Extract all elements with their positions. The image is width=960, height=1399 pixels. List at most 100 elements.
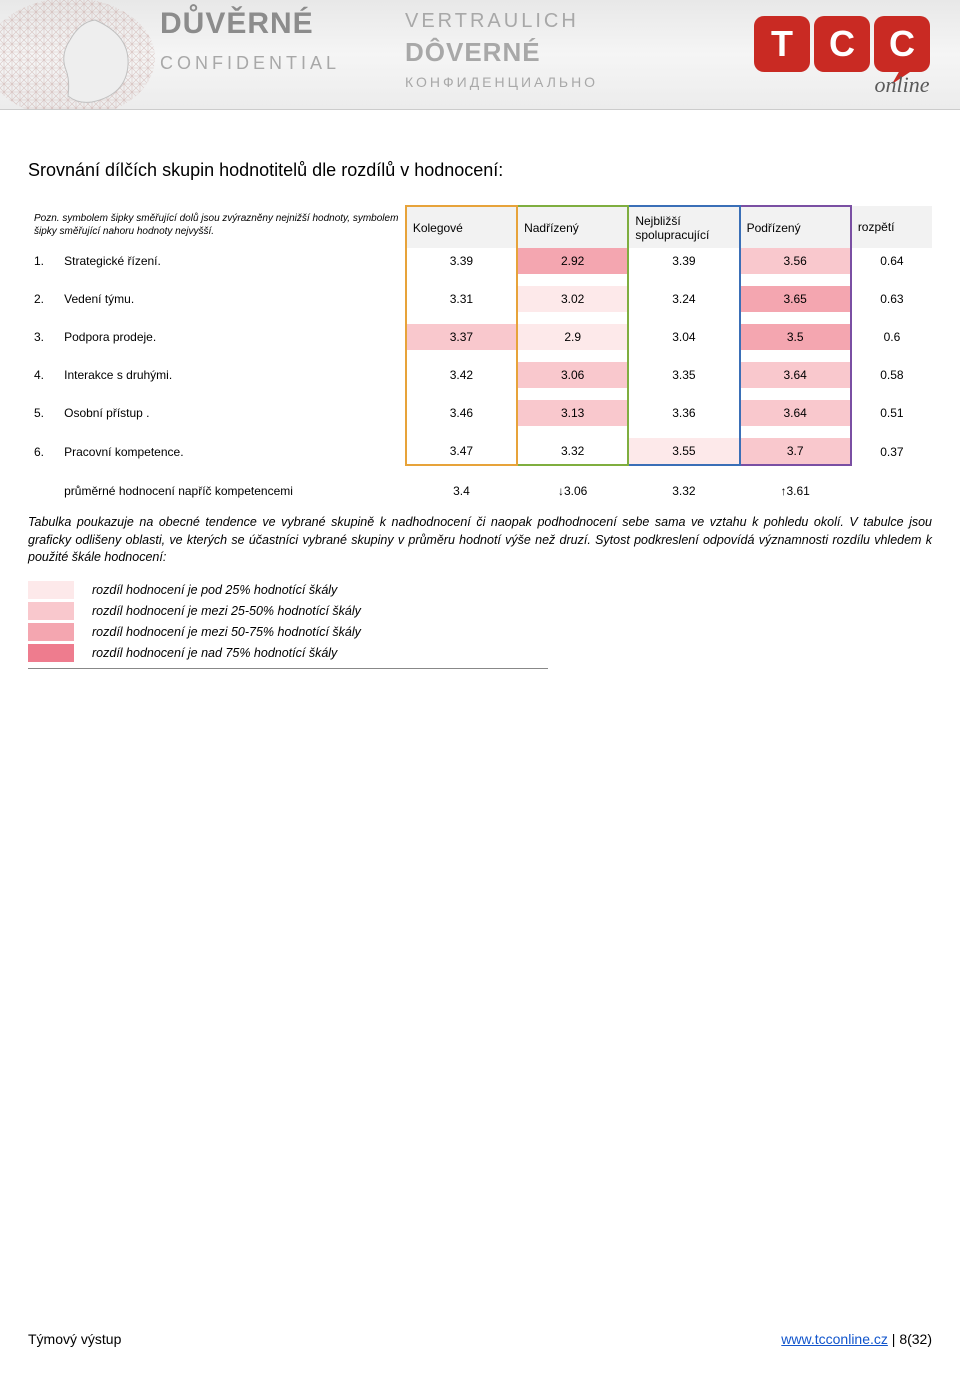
cell-value: 3.56 bbox=[740, 248, 851, 274]
svg-text:T: T bbox=[771, 23, 793, 64]
table-row: 1.Strategické řízení.3.392.923.393.560.6… bbox=[28, 248, 932, 274]
footer-page: 8(32) bbox=[899, 1331, 932, 1347]
table-avg-row: průměrné hodnocení napříč kompetencemi 3… bbox=[28, 478, 932, 504]
footer-sep: | bbox=[888, 1331, 899, 1347]
row-label: Vedení týmu. bbox=[58, 286, 406, 312]
col-header-rozpeti: rozpětí bbox=[851, 206, 932, 248]
row-spacer bbox=[28, 312, 932, 324]
cell-value: 3.55 bbox=[628, 438, 739, 465]
legend-row: rozdíl hodnocení je pod 25% hodnotící šk… bbox=[28, 581, 932, 599]
cell-value: 3.39 bbox=[406, 248, 517, 274]
footer-link[interactable]: www.tcconline.cz bbox=[781, 1331, 888, 1347]
table-row: 2.Vedení týmu.3.313.023.243.650.63 bbox=[28, 286, 932, 312]
cell-value: 3.46 bbox=[406, 400, 517, 426]
banner-watermark-right: VERTRAULICH DÔVERNÉ КОНФИДЕНЦИАЛЬНО bbox=[405, 10, 598, 90]
col-header-nejblizsi: Nejbližší spolupracující bbox=[628, 206, 739, 248]
cell-value: 3.06 bbox=[517, 362, 628, 388]
avg-v1: 3.4 bbox=[406, 478, 517, 504]
legend-swatch bbox=[28, 644, 74, 662]
cell-value: 0.58 bbox=[851, 362, 932, 388]
table-header-row: Pozn. symbolem šipky směřující dolů jsou… bbox=[28, 206, 932, 248]
footer-left: Týmový výstup bbox=[28, 1331, 121, 1347]
cell-value: 3.5 bbox=[740, 324, 851, 350]
table-description: Tabulka poukazuje na obecné tendence ve … bbox=[28, 514, 932, 567]
row-number: 5. bbox=[28, 400, 58, 426]
cell-value: 2.92 bbox=[517, 248, 628, 274]
row-spacer bbox=[28, 426, 932, 438]
cell-value: 3.42 bbox=[406, 362, 517, 388]
banner-word-doverne: DÔVERNÉ bbox=[405, 37, 598, 68]
cell-value: 0.37 bbox=[851, 438, 932, 465]
cell-value: 3.02 bbox=[517, 286, 628, 312]
cell-value: 3.36 bbox=[628, 400, 739, 426]
svg-text:C: C bbox=[829, 23, 855, 64]
cell-value: 3.64 bbox=[740, 400, 851, 426]
cell-value: 0.63 bbox=[851, 286, 932, 312]
cell-value: 3.37 bbox=[406, 324, 517, 350]
cell-value: 3.35 bbox=[628, 362, 739, 388]
banner-word-vertraulich: VERTRAULICH bbox=[405, 10, 598, 33]
legend-text: rozdíl hodnocení je pod 25% hodnotící šk… bbox=[92, 583, 337, 597]
banner-word-duverne: DŮVĚRNÉ bbox=[160, 8, 340, 40]
table-note: Pozn. symbolem šipky směřující dolů jsou… bbox=[34, 212, 399, 238]
table-row: 5.Osobní přístup .3.463.133.363.640.51 bbox=[28, 400, 932, 426]
row-number: 4. bbox=[28, 362, 58, 388]
avg-v3: 3.32 bbox=[628, 478, 739, 504]
row-number: 2. bbox=[28, 286, 58, 312]
shade-legend: rozdíl hodnocení je pod 25% hodnotící šk… bbox=[28, 581, 932, 662]
legend-divider bbox=[28, 668, 548, 669]
row-spacer bbox=[28, 388, 932, 400]
legend-text: rozdíl hodnocení je mezi 25-50% hodnotíc… bbox=[92, 604, 361, 618]
page-footer: Týmový výstup www.tcconline.cz | 8(32) bbox=[0, 1320, 960, 1371]
cell-value: 3.64 bbox=[740, 362, 851, 388]
cell-value: 3.31 bbox=[406, 286, 517, 312]
row-label: Pracovní kompetence. bbox=[58, 438, 406, 465]
legend-swatch bbox=[28, 623, 74, 641]
legend-swatch bbox=[28, 581, 74, 599]
banner-head-graphic bbox=[0, 0, 160, 109]
legend-text: rozdíl hodnocení je nad 75% hodnotící šk… bbox=[92, 646, 337, 660]
legend-swatch bbox=[28, 602, 74, 620]
cell-value: 3.7 bbox=[740, 438, 851, 465]
page-title: Srovnání dílčích skupin hodnotitelů dle … bbox=[28, 160, 932, 181]
legend-text: rozdíl hodnocení je mezi 50-75% hodnotíc… bbox=[92, 625, 361, 639]
banner-word-confidential: CONFIDENTIAL bbox=[160, 54, 340, 73]
col-header-nadrizeny: Nadřízený bbox=[517, 206, 628, 248]
cell-value: 0.64 bbox=[851, 248, 932, 274]
row-label: Podpora prodeje. bbox=[58, 324, 406, 350]
svg-text:online: online bbox=[875, 72, 930, 97]
legend-row: rozdíl hodnocení je mezi 25-50% hodnotíc… bbox=[28, 602, 932, 620]
row-label: Strategické řízení. bbox=[58, 248, 406, 274]
legend-row: rozdíl hodnocení je nad 75% hodnotící šk… bbox=[28, 644, 932, 662]
avg-v2: ↓3.06 bbox=[517, 478, 628, 504]
row-number: 1. bbox=[28, 248, 58, 274]
cell-value: 3.39 bbox=[628, 248, 739, 274]
row-number: 3. bbox=[28, 324, 58, 350]
header-banner: DŮVĚRNÉ CONFIDENTIAL VERTRAULICH DÔVERNÉ… bbox=[0, 0, 960, 110]
row-spacer bbox=[28, 274, 932, 286]
table-row: 3.Podpora prodeje.3.372.93.043.50.6 bbox=[28, 324, 932, 350]
cell-value: 3.04 bbox=[628, 324, 739, 350]
banner-word-cyrillic: КОНФИДЕНЦИАЛЬНО bbox=[405, 74, 598, 90]
cell-value: 3.13 bbox=[517, 400, 628, 426]
legend-row: rozdíl hodnocení je mezi 50-75% hodnotíc… bbox=[28, 623, 932, 641]
table-row: 6.Pracovní kompetence.3.473.323.553.70.3… bbox=[28, 438, 932, 465]
col-header-podrizeny: Podřízený bbox=[740, 206, 851, 248]
cell-value: 3.65 bbox=[740, 286, 851, 312]
comparison-table: Pozn. symbolem šipky směřující dolů jsou… bbox=[28, 205, 932, 504]
row-spacer bbox=[28, 350, 932, 362]
tcc-logo: T C C online bbox=[752, 12, 942, 98]
row-spacer bbox=[28, 465, 932, 478]
cell-value: 2.9 bbox=[517, 324, 628, 350]
row-number: 6. bbox=[28, 438, 58, 465]
table-row: 4.Interakce s druhými.3.423.063.353.640.… bbox=[28, 362, 932, 388]
cell-value: 3.32 bbox=[517, 438, 628, 465]
cell-value: 0.6 bbox=[851, 324, 932, 350]
page-content: Srovnání dílčích skupin hodnotitelů dle … bbox=[0, 110, 960, 1320]
cell-value: 3.47 bbox=[406, 438, 517, 465]
svg-text:C: C bbox=[889, 23, 915, 64]
avg-v4: ↑3.61 bbox=[740, 478, 851, 504]
cell-value: 3.24 bbox=[628, 286, 739, 312]
row-label: Osobní přístup . bbox=[58, 400, 406, 426]
cell-value: 0.51 bbox=[851, 400, 932, 426]
